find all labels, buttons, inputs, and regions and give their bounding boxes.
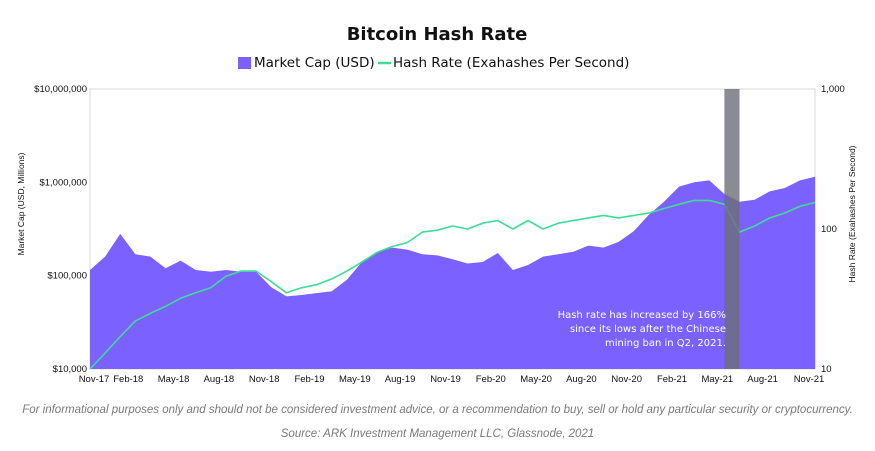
y-left-ticks: $10,000,000 $1,000,000 $100,000 $10,000 [34, 84, 87, 375]
chart-title: Bitcoin Hash Rate [347, 24, 528, 45]
series-hash-rate-line [89, 199, 816, 370]
annotation-line: mining ban in Q2, 2021. [605, 338, 726, 349]
annotation-line: since its lows after the Chinese [570, 324, 726, 335]
x-tick-label: Nov-19 [430, 374, 461, 385]
x-tick-label: May-18 [158, 374, 190, 385]
y-right-tick-label: 10 [821, 364, 832, 375]
x-tick-label: May-21 [701, 374, 733, 385]
x-tick-label: Feb-19 [294, 374, 324, 385]
x-tick-label: Feb-20 [476, 374, 506, 385]
mining-ban-shaded-period [724, 89, 740, 369]
legend-market-cap-label: Market Cap (USD) [254, 55, 375, 71]
x-tick-label: Nov-20 [611, 374, 642, 385]
x-tick-label: Aug-21 [747, 374, 778, 385]
y-right-axis-label: Hash Rate (Exahashes Per Second) [847, 145, 857, 282]
legend: Market Cap (USD) Hash Rate (Exahashes Pe… [238, 55, 629, 71]
annotation-line: Hash rate has increased by 166% [558, 310, 726, 321]
disclaimer-text: For informational purposes only and shou… [22, 404, 853, 416]
x-tick-label: Aug-18 [204, 374, 235, 385]
legend-market-cap-swatch [238, 57, 251, 69]
x-tick-label: Feb-21 [657, 374, 687, 385]
x-ticks: Nov-17 Feb-18 May-18 Aug-18 Nov-18 Feb-19 May-… [79, 374, 825, 385]
x-tick-label: Aug-20 [566, 374, 597, 385]
y-right-tick-label: 100 [821, 224, 837, 235]
annotation: Hash rate has increased by 166% since its… [558, 310, 726, 349]
x-tick-label: Aug-19 [385, 374, 416, 385]
x-tick-label: May-19 [339, 374, 371, 385]
legend-hash-rate-label: Hash Rate (Exahashes Per Second) [393, 55, 629, 71]
x-tick-label: Nov-21 [794, 374, 825, 385]
plot-area [89, 89, 816, 370]
y-left-tick-label: $10,000,000 [34, 84, 87, 95]
y-left-tick-label: $1,000,000 [39, 177, 87, 188]
y-left-tick-label: $10,000 [53, 364, 87, 375]
y-left-tick-label: $100,000 [47, 271, 87, 282]
y-right-ticks: 1,000 100 10 [821, 84, 845, 375]
hash-rate-chart: Bitcoin Hash Rate Market Cap (USD) Hash … [16, 24, 857, 385]
x-tick-label: May-20 [520, 374, 552, 385]
x-tick-label: Feb-18 [113, 374, 143, 385]
x-tick-label: Nov-18 [249, 374, 280, 385]
source-text: Source: ARK Investment Management LLC, G… [280, 428, 595, 440]
y-left-axis-label: Market Cap (USD, Millions) [16, 152, 26, 255]
y-right-tick-label: 1,000 [821, 84, 845, 95]
x-tick-label: Nov-17 [79, 374, 110, 385]
series-market-cap-area [90, 176, 815, 369]
